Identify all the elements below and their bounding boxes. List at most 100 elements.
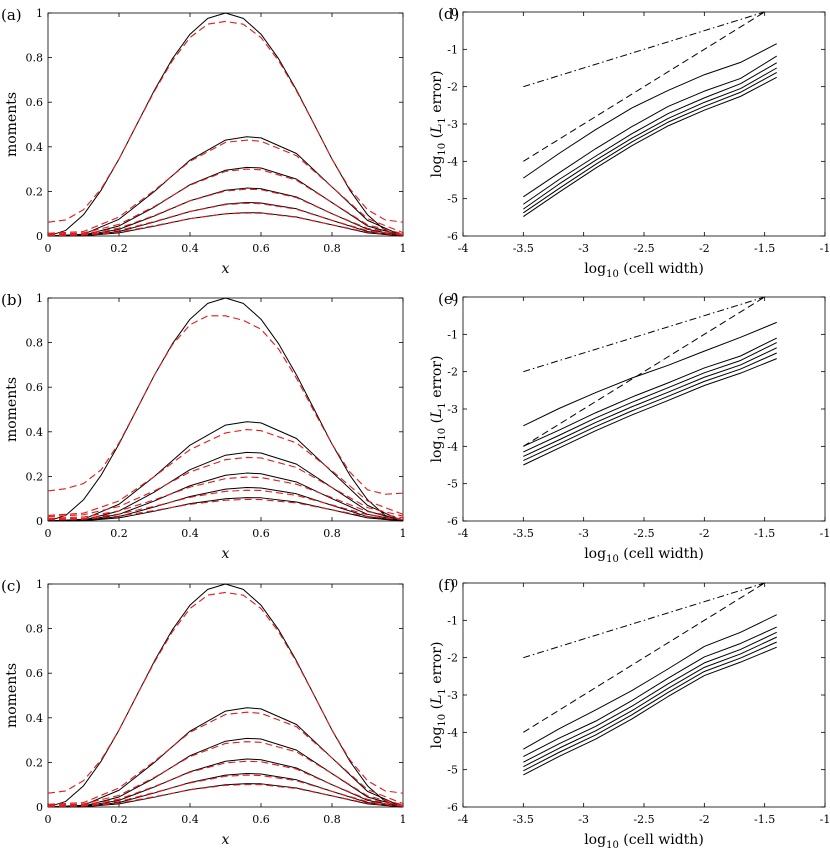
x-tick-label: -3 bbox=[578, 242, 589, 255]
axes-frame bbox=[462, 296, 826, 522]
y-tick-label: 0.2 bbox=[26, 756, 44, 769]
series-line-moment-0-exact bbox=[48, 12, 403, 237]
y-tick-label: 0.8 bbox=[26, 623, 44, 636]
x-tick-label: 0.8 bbox=[323, 813, 341, 826]
x-tick-label: -4 bbox=[458, 527, 469, 540]
x-tick-label: 1 bbox=[400, 242, 407, 255]
x-tick-label: 0.2 bbox=[110, 242, 128, 255]
series-line-moment-1-approx bbox=[48, 711, 403, 805]
y-tick-label: -5 bbox=[447, 764, 458, 777]
series-line-error-moment-0 bbox=[523, 321, 777, 427]
panel-label: (d) bbox=[438, 5, 459, 23]
panel-d: -4 -3.5 -3 -2.5 -2 -1.5 -1 -6 -5 -4 -3 -2 -1 0(d) log1… bbox=[429, 5, 830, 280]
x-tick-label: 0.4 bbox=[181, 242, 199, 255]
x-tick-label: 0.2 bbox=[110, 527, 128, 540]
series-line-moment-5-approx bbox=[48, 498, 403, 521]
y-tick-label: 1 bbox=[36, 292, 43, 305]
series-line-error-moment-5 bbox=[523, 76, 777, 218]
x-tick-label: -2.5 bbox=[633, 242, 654, 255]
series-line-first-order-reference bbox=[523, 296, 765, 373]
x-tick-label: 0 bbox=[45, 813, 52, 826]
series-line-error-moment-2 bbox=[523, 342, 777, 453]
y-tick-label: -2 bbox=[447, 81, 458, 94]
y-tick-label: 0.8 bbox=[26, 52, 44, 65]
y-axis-title: log10 (L1 error) bbox=[429, 356, 448, 463]
y-tick-label: -3 bbox=[447, 403, 458, 416]
panel-e: -4 -3.5 -3 -2.5 -2 -1.5 -1 -6 -5 -4 -3 -2 -1 0(e) log1… bbox=[429, 290, 830, 565]
axes-frame bbox=[462, 11, 826, 237]
series-line-error-moment-3 bbox=[523, 347, 777, 457]
series-line-moment-5-approx bbox=[48, 783, 403, 808]
y-tick-label: 0.6 bbox=[26, 381, 44, 394]
series-line-error-moment-1 bbox=[523, 337, 777, 447]
series-line-error-moment-2 bbox=[523, 62, 777, 205]
series-line-moment-0-exact bbox=[48, 297, 403, 522]
axes-frame bbox=[47, 297, 404, 522]
x-tick-label: 0.6 bbox=[252, 527, 270, 540]
panel-label: (b) bbox=[1, 291, 22, 309]
series-line-moment-0-approx bbox=[48, 20, 403, 223]
series-line-second-order-reference bbox=[523, 582, 765, 733]
x-tick-label: -3 bbox=[578, 813, 589, 826]
x-tick-label: -3 bbox=[578, 527, 589, 540]
series-line-error-moment-2 bbox=[523, 631, 777, 763]
series-line-first-order-reference bbox=[523, 582, 765, 659]
series-line-first-order-reference bbox=[523, 11, 765, 88]
y-tick-label: 0 bbox=[36, 515, 43, 528]
x-tick-label: -1.5 bbox=[754, 242, 775, 255]
x-tick-label: -2.5 bbox=[633, 813, 654, 826]
y-tick-label: -4 bbox=[447, 440, 458, 453]
series-line-error-moment-0 bbox=[523, 614, 777, 750]
y-tick-label: 0.2 bbox=[26, 185, 44, 198]
x-tick-label: -3.5 bbox=[513, 242, 534, 255]
series-line-error-moment-4 bbox=[523, 641, 777, 772]
series-line-moment-1-exact bbox=[48, 421, 403, 522]
series-line-moment-0-approx bbox=[48, 315, 403, 495]
series-line-moment-4-approx bbox=[48, 774, 403, 807]
y-axis-title: log10 (L1 error) bbox=[429, 642, 448, 749]
y-tick-label: 0 bbox=[451, 577, 458, 590]
y-tick-label: -3 bbox=[447, 118, 458, 131]
series-line-error-moment-1 bbox=[523, 55, 777, 198]
y-tick-label: -2 bbox=[447, 366, 458, 379]
series-line-moment-3-approx bbox=[48, 188, 403, 236]
x-tick-label: -1 bbox=[820, 527, 830, 540]
series-line-moment-4-exact bbox=[48, 202, 403, 237]
y-tick-label: -6 bbox=[447, 801, 458, 814]
series-line-moment-4-approx bbox=[48, 202, 403, 236]
y-axis-title: log10 (L1 error) bbox=[429, 71, 448, 178]
y-tick-label: -4 bbox=[447, 155, 458, 168]
series-line-moment-2-approx bbox=[48, 741, 403, 806]
panel-label: (a) bbox=[1, 6, 22, 24]
x-tick-label: 0.4 bbox=[181, 527, 199, 540]
series-line-moment-2-approx bbox=[48, 168, 403, 235]
x-tick-label: 0.8 bbox=[323, 527, 341, 540]
series-line-moment-3-approx bbox=[48, 760, 403, 807]
x-tick-label: -3.5 bbox=[513, 527, 534, 540]
x-tick-label: 0.4 bbox=[181, 813, 199, 826]
series-line-moment-3-exact bbox=[48, 472, 403, 522]
y-tick-label: -5 bbox=[447, 193, 458, 206]
panel-label: (c) bbox=[1, 577, 21, 595]
x-tick-label: -2 bbox=[699, 242, 710, 255]
y-tick-label: -5 bbox=[447, 478, 458, 491]
y-tick-label: 0 bbox=[36, 230, 43, 243]
x-axis-title: x bbox=[222, 832, 230, 848]
series-line-moment-4-approx bbox=[48, 489, 403, 520]
y-axis-title: moments bbox=[4, 663, 20, 728]
y-tick-label: 0.2 bbox=[26, 470, 44, 483]
series-line-error-moment-5 bbox=[523, 646, 777, 776]
y-tick-label: -1 bbox=[447, 614, 458, 627]
panel-f: -4 -3.5 -3 -2.5 -2 -1.5 -1 -6 -5 -4 -3 -2 -1 0(f) log1… bbox=[429, 576, 830, 851]
x-tick-label: -1 bbox=[820, 813, 830, 826]
x-tick-label: -1.5 bbox=[754, 527, 775, 540]
series-line-moment-1-approx bbox=[48, 429, 403, 516]
y-tick-label: 0.6 bbox=[26, 667, 44, 680]
series-line-error-moment-5 bbox=[523, 358, 777, 466]
x-tick-label: -1.5 bbox=[754, 813, 775, 826]
x-tick-label: -2 bbox=[699, 527, 710, 540]
series-line-error-moment-4 bbox=[523, 72, 777, 214]
axes-frame bbox=[47, 583, 404, 808]
y-tick-label: -6 bbox=[447, 515, 458, 528]
series-line-error-moment-0 bbox=[523, 43, 777, 179]
